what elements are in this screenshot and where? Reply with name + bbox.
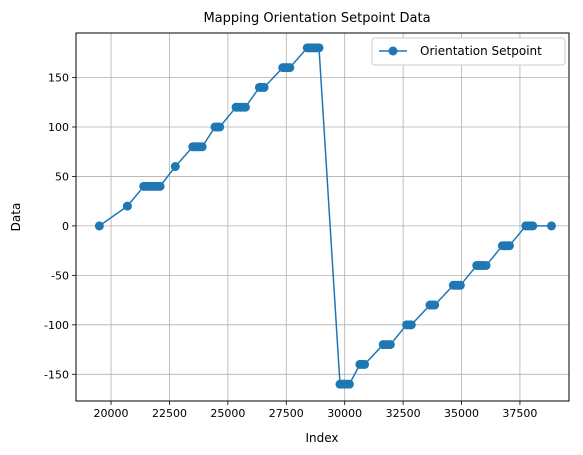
axis-ticks: 20000 22500 25000 27500 30000 32500 35000 37500…: [44, 72, 537, 420]
y-tick-label: -150: [44, 368, 69, 381]
data-point: [344, 379, 354, 389]
data-point: [504, 241, 514, 251]
y-axis-label: Data: [9, 203, 23, 232]
x-tick-label: 30000: [327, 407, 362, 420]
data-point: [285, 63, 295, 73]
chart-title: Mapping Orientation Setpoint Data: [203, 11, 430, 26]
data-point: [455, 280, 465, 290]
x-tick-label: 35000: [444, 407, 479, 420]
data-point: [314, 43, 324, 53]
data-point: [385, 340, 395, 350]
data-point: [259, 82, 269, 92]
y-tick-label: -50: [51, 269, 69, 282]
data-point: [546, 221, 556, 231]
data-point: [170, 162, 180, 172]
y-tick-label: 150: [48, 72, 69, 85]
data-point: [528, 221, 538, 231]
data-point: [406, 320, 416, 330]
x-tick-label: 32500: [386, 407, 421, 420]
data-point: [94, 221, 104, 231]
grid: [76, 33, 569, 401]
x-tick-label: 37500: [502, 407, 537, 420]
legend-box: [371, 37, 566, 66]
legend-marker: [388, 46, 398, 56]
y-tick-label: 100: [48, 121, 69, 134]
legend: Orientation Setpoint: [371, 37, 566, 66]
x-tick-label: 25000: [210, 407, 245, 420]
y-tick-label: 0: [62, 220, 69, 233]
y-tick-label: 50: [55, 170, 69, 183]
series-layer: [94, 43, 556, 389]
x-axis-label: Index: [305, 431, 338, 445]
data-point: [122, 201, 132, 211]
plot-frame: [75, 32, 570, 402]
data-point: [240, 102, 250, 112]
x-tick-label: 20000: [94, 407, 129, 420]
x-tick-label: 22500: [152, 407, 187, 420]
data-point: [481, 260, 491, 270]
data-point: [360, 359, 370, 369]
data-point: [215, 122, 225, 132]
legend-entry-orientation-setpoint: Orientation Setpoint: [420, 44, 542, 58]
y-tick-label: -100: [44, 319, 69, 332]
data-point: [430, 300, 440, 310]
data-point: [155, 181, 165, 191]
data-point: [197, 142, 207, 152]
x-tick-label: 27500: [269, 407, 304, 420]
